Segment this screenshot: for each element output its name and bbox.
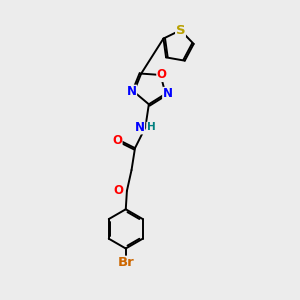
- Text: N: N: [135, 121, 145, 134]
- Text: S: S: [176, 24, 185, 37]
- Text: O: O: [114, 184, 124, 197]
- Text: H: H: [147, 122, 155, 132]
- Text: O: O: [157, 68, 167, 82]
- Text: O: O: [112, 134, 122, 146]
- Text: N: N: [163, 87, 173, 101]
- Text: N: N: [127, 85, 136, 98]
- Text: Br: Br: [117, 256, 134, 269]
